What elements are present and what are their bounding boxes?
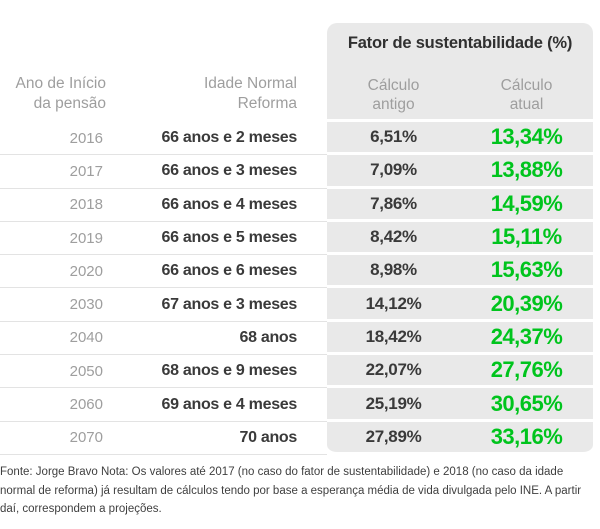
column-header-new-calc: Cálculo atual [460,76,593,114]
row-left-section: 2020 66 anos e 6 meses [0,255,327,289]
age-cell: 70 anos [239,428,298,446]
table-row: 2060 69 anos e 4 meses 25,19% 30,65% [0,388,600,422]
new-value-cell: 13,34% [490,124,563,150]
year-cell: 2060 [69,396,103,414]
year-cell: 2017 [69,162,103,180]
row-left-section: 2040 68 anos [0,322,327,356]
table-row: 2030 67 anos e 3 meses 14,12% 20,39% [0,288,600,322]
row-right-section: 8,98% 15,63% [327,255,593,289]
old-value-cell: 6,51% [370,127,417,147]
new-value-cell: 20,39% [490,290,563,316]
new-value-cell: 13,88% [490,157,563,183]
old-value-cell: 27,89% [365,426,422,446]
old-value-cell: 7,86% [370,193,417,213]
age-cell: 66 anos e 2 meses [161,129,298,147]
new-value-cell: 27,76% [490,357,563,383]
table-row: 2016 66 anos e 2 meses 6,51% 13,34% [0,122,600,156]
column-header-new-calc-line1: Cálculo [500,77,553,94]
new-value-cell: 33,16% [490,423,563,449]
panel-column-headers: Cálculo antigo Cálculo atual [327,76,593,114]
new-value-cell: 15,11% [491,224,562,250]
column-header-old-calc-line1: Cálculo [367,77,420,94]
age-cell: 67 anos e 3 meses [161,295,298,313]
table-row: 2050 68 anos e 9 meses 22,07% 27,76% [0,355,600,389]
age-cell: 66 anos e 5 meses [161,229,298,247]
row-right-section: 14,12% 20,39% [327,288,593,322]
old-value-cell: 18,42% [365,326,422,346]
table-row: 2020 66 anos e 6 meses 8,98% 15,63% [0,255,600,289]
old-value-cell: 7,09% [370,160,417,180]
column-header-year-line2: da pensão [33,95,106,112]
column-header-year: Ano de Início da pensão [0,74,106,114]
row-left-section: 2018 66 anos e 4 meses [0,189,327,222]
table-row: 2040 68 anos 18,42% 24,37% [0,321,600,356]
age-cell: 69 anos e 4 meses [161,395,298,413]
year-cell: 2030 [69,296,103,314]
row-right-section: 22,07% 27,76% [327,355,593,389]
row-left-section: 2019 66 anos e 5 meses [0,222,327,256]
column-header-age-line1: Idade Normal [203,75,297,92]
panel-title: Fator de sustentabilidade (%) [347,34,573,52]
age-cell: 68 anos [239,328,298,346]
table-row: 2018 66 anos e 4 meses 7,86% 14,59% [0,188,600,222]
year-cell: 2050 [69,362,103,380]
column-header-old-calc-line2: antigo [372,96,415,113]
old-value-cell: 25,19% [365,393,422,413]
new-value-cell: 15,63% [490,257,563,283]
year-cell: 2070 [69,429,103,447]
row-right-section: 8,42% 15,11% [327,221,593,256]
row-left-section: 2060 69 anos e 4 meses [0,388,327,422]
row-right-section: 7,09% 13,88% [327,155,593,189]
row-left-section: 2016 66 anos e 2 meses [0,122,327,156]
year-cell: 2019 [69,229,103,247]
age-cell: 66 anos e 3 meses [161,162,298,180]
old-value-cell: 14,12% [365,293,422,313]
table-row: 2019 66 anos e 5 meses 8,42% 15,11% [0,221,600,256]
column-header-age: Idade Normal Reforma [106,74,297,114]
sustainability-factor-panel: Fator de sustentabilidade (%) Cálculo an… [327,23,593,119]
row-right-section: 27,89% 33,16% [327,421,593,455]
row-right-section: 18,42% 24,37% [327,321,593,356]
column-header-year-line1: Ano de Início [15,75,106,92]
table-rows: 2016 66 anos e 2 meses 6,51% 13,34% 2017… [0,122,600,455]
left-column-headers: Ano de Início da pensão Idade Normal Ref… [0,74,327,114]
row-right-section: 25,19% 30,65% [327,388,593,422]
source-note: Fonte: Jorge Bravo Nota: Os valores até … [0,466,582,515]
row-left-section: 2050 68 anos e 9 meses [0,355,327,389]
year-cell: 2016 [69,129,103,147]
old-value-cell: 8,42% [370,227,417,247]
column-header-age-line2: Reforma [237,95,297,112]
row-left-section: 2070 70 anos [0,422,327,455]
row-left-section: 2030 67 anos e 3 meses [0,288,327,322]
age-cell: 66 anos e 6 meses [161,262,298,280]
age-cell: 66 anos e 4 meses [161,195,298,213]
year-cell: 2020 [69,262,103,280]
year-cell: 2018 [69,196,103,214]
row-left-section: 2017 66 anos e 3 meses [0,155,327,189]
table-row: 2017 66 anos e 3 meses 7,09% 13,88% [0,155,600,189]
table-row: 2070 70 anos 27,89% 33,16% [0,421,600,455]
row-right-section: 7,86% 14,59% [327,188,593,222]
new-value-cell: 14,59% [490,190,563,216]
age-cell: 68 anos e 9 meses [161,362,298,380]
column-header-new-calc-line2: atual [509,96,544,113]
old-value-cell: 8,98% [370,260,417,280]
row-right-section: 6,51% 13,34% [327,122,593,156]
new-value-cell: 30,65% [490,390,563,416]
column-header-old-calc: Cálculo antigo [327,76,460,114]
year-cell: 2040 [69,329,103,347]
new-value-cell: 24,37% [490,323,563,349]
old-value-cell: 22,07% [365,360,422,380]
